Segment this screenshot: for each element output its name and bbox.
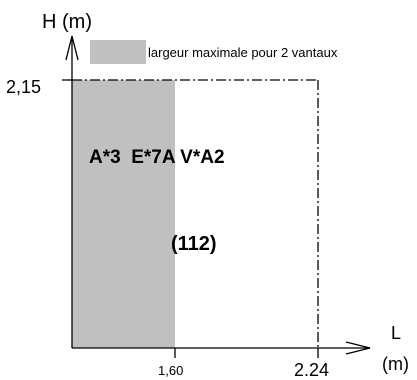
ratings-text: A*3 E*7A V*A2 [89, 147, 225, 168]
y-tick-label: 2,15 [6, 77, 41, 97]
y-axis-arrow [65, 35, 79, 61]
code-text: (112) [171, 233, 217, 255]
shaded-region [72, 80, 175, 348]
legend-swatch [90, 40, 146, 64]
x-axis-label: L [391, 323, 401, 343]
legend-text: largeur maximale pour 2 vantaux [148, 45, 338, 60]
x-axis-arrow [345, 341, 371, 355]
x-tick-label-shaded: 1,60 [158, 363, 183, 378]
x-tick-label-end: 2.24 [294, 360, 329, 380]
y-axis-label: H (m) [42, 11, 92, 33]
x-axis-unit: (m) [382, 354, 409, 374]
